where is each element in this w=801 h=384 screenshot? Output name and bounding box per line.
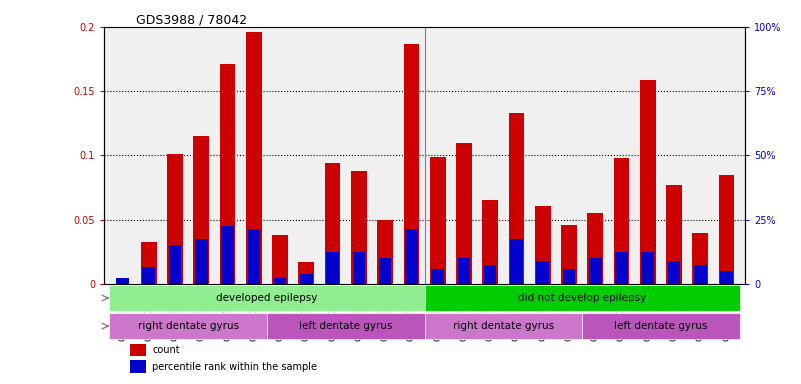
Bar bbox=[246, 32, 262, 284]
Bar bbox=[143, 267, 155, 284]
Bar bbox=[537, 261, 549, 284]
Bar bbox=[589, 258, 602, 284]
Bar bbox=[116, 278, 129, 284]
Bar bbox=[642, 252, 654, 284]
Text: percentile rank within the sample: percentile rank within the sample bbox=[152, 362, 317, 372]
Bar bbox=[692, 233, 708, 284]
Text: did not develop epilepsy: did not develop epilepsy bbox=[518, 293, 646, 303]
Bar bbox=[167, 154, 183, 284]
Bar bbox=[219, 64, 235, 284]
Bar bbox=[352, 252, 365, 284]
Bar bbox=[274, 278, 287, 284]
Bar bbox=[377, 220, 393, 284]
Text: left dentate gyrus: left dentate gyrus bbox=[614, 321, 707, 331]
FancyBboxPatch shape bbox=[582, 313, 739, 339]
Bar bbox=[720, 271, 733, 284]
Bar bbox=[535, 205, 550, 284]
Bar bbox=[379, 258, 392, 284]
Bar bbox=[561, 225, 577, 284]
Bar bbox=[614, 158, 630, 284]
Bar bbox=[668, 261, 680, 284]
Bar bbox=[141, 242, 157, 284]
Bar bbox=[130, 344, 146, 356]
FancyBboxPatch shape bbox=[110, 285, 425, 311]
FancyBboxPatch shape bbox=[425, 285, 739, 311]
Bar bbox=[130, 360, 146, 373]
Text: developed epilepsy: developed epilepsy bbox=[216, 293, 318, 303]
Bar bbox=[300, 274, 312, 284]
Bar bbox=[432, 268, 444, 284]
Bar bbox=[404, 44, 419, 284]
FancyBboxPatch shape bbox=[267, 313, 425, 339]
FancyBboxPatch shape bbox=[425, 313, 582, 339]
Text: count: count bbox=[152, 345, 179, 355]
Bar bbox=[587, 213, 603, 284]
Bar bbox=[482, 200, 498, 284]
Bar bbox=[169, 245, 181, 284]
Bar bbox=[718, 175, 735, 284]
FancyBboxPatch shape bbox=[110, 313, 267, 339]
Bar bbox=[248, 228, 260, 284]
Bar bbox=[640, 79, 656, 284]
Text: left dentate gyrus: left dentate gyrus bbox=[299, 321, 392, 331]
Bar bbox=[615, 252, 628, 284]
Bar bbox=[221, 226, 234, 284]
Bar bbox=[457, 258, 470, 284]
Bar bbox=[326, 252, 339, 284]
Bar bbox=[510, 239, 523, 284]
Bar bbox=[666, 185, 682, 284]
Bar bbox=[193, 136, 209, 284]
Bar bbox=[509, 113, 525, 284]
Bar bbox=[272, 235, 288, 284]
Bar bbox=[562, 268, 575, 284]
Bar bbox=[351, 171, 367, 284]
Text: GDS3988 / 78042: GDS3988 / 78042 bbox=[136, 14, 248, 27]
Bar bbox=[456, 142, 472, 284]
Bar bbox=[694, 265, 706, 284]
Bar bbox=[195, 239, 207, 284]
Text: right dentate gyrus: right dentate gyrus bbox=[453, 321, 553, 331]
Bar bbox=[324, 163, 340, 284]
Bar bbox=[484, 265, 497, 284]
Bar bbox=[405, 228, 417, 284]
Bar bbox=[299, 262, 314, 284]
Bar bbox=[430, 157, 445, 284]
Text: right dentate gyrus: right dentate gyrus bbox=[138, 321, 239, 331]
